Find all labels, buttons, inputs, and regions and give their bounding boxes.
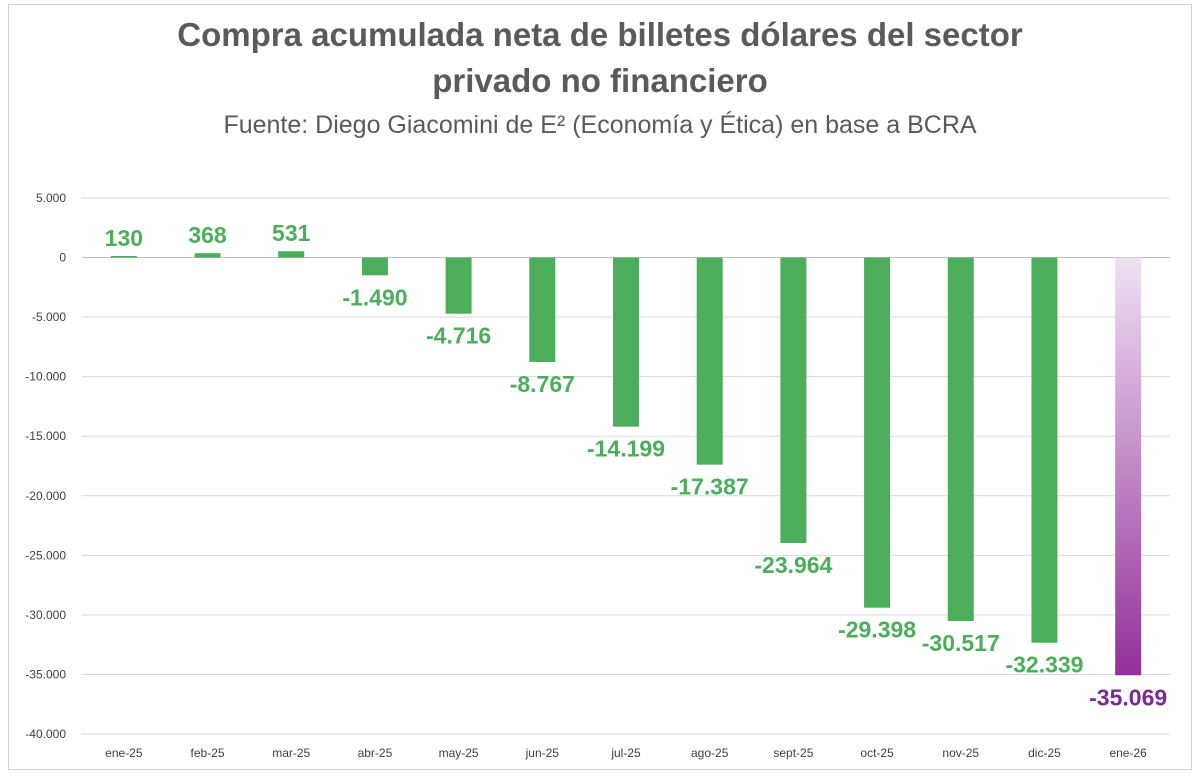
- x-tick-label: ene-25: [105, 746, 143, 760]
- bar-sept-25: [780, 257, 807, 543]
- y-tick-label: -30.000: [25, 608, 66, 622]
- data-label: 368: [188, 222, 227, 248]
- bar-jul-25: [613, 257, 639, 427]
- x-tick-label: ene-26: [1109, 746, 1147, 760]
- x-tick-label: nov-25: [942, 746, 979, 760]
- data-label: -14.199: [587, 436, 665, 462]
- y-tick-label: -20.000: [25, 489, 66, 503]
- x-axis-tick-labels: ene-25 feb-25 mar-25 abr-25 may-25 jun-25 jul-…: [105, 746, 1147, 760]
- chart-title-line-2: privado no financiero: [432, 62, 768, 99]
- y-tick-label: -10.000: [25, 370, 66, 384]
- bars: [110, 251, 1142, 676]
- data-labels: 130 368 531 -1.490 -4.716 -8.767 -14.199-17.38…: [105, 220, 1168, 710]
- x-tick-label: may-25: [439, 746, 479, 760]
- x-tick-label: feb-25: [191, 746, 225, 760]
- y-tick-label: 0: [59, 251, 66, 265]
- data-label: -30.517: [922, 630, 1000, 656]
- x-tick-label: abr-25: [358, 746, 393, 760]
- data-label: -8.767: [510, 371, 575, 397]
- y-tick-label: -15.000: [25, 429, 66, 443]
- x-tick-label: sept-25: [773, 746, 813, 760]
- bar-mar-25: [278, 251, 305, 258]
- bar-may-25: [445, 257, 472, 314]
- bar-dic-25: [1031, 257, 1058, 643]
- data-label: -29.398: [838, 617, 916, 643]
- x-tick-label: dic-25: [1028, 746, 1061, 760]
- chart-title: Compra acumulada neta de billetes dólare…: [0, 12, 1200, 104]
- y-tick-label: -35.000: [25, 667, 66, 681]
- x-tick-label: jul-25: [610, 746, 641, 760]
- bar-ago-25: [696, 257, 723, 465]
- chart-title-line-1: Compra acumulada neta de billetes dólare…: [177, 16, 1023, 53]
- x-tick-label: jun-25: [525, 746, 560, 760]
- x-tick-label: mar-25: [272, 746, 310, 760]
- bar-oct-25: [864, 257, 891, 608]
- bar-jun-25: [529, 257, 556, 362]
- data-label: 531: [272, 220, 311, 246]
- y-axis-tick-labels: 5.000 0 -5.000 -10.000 -15.000 -20.000 -25.000…: [25, 191, 66, 741]
- chart-frame: [8, 4, 1192, 770]
- data-label: -35.069: [1089, 684, 1167, 710]
- data-label: -17.387: [671, 474, 749, 500]
- bar-abr-25: [361, 257, 388, 276]
- gridlines: [82, 197, 1170, 735]
- data-label: -32.339: [1005, 652, 1083, 678]
- data-label: -23.964: [754, 552, 832, 578]
- data-label: -1.490: [342, 284, 407, 310]
- bar-nov-25: [947, 257, 974, 622]
- y-tick-label: -5.000: [32, 310, 66, 324]
- bar-feb-25: [194, 253, 221, 258]
- y-tick-label: -25.000: [25, 548, 66, 562]
- data-label: -4.716: [426, 323, 491, 349]
- y-tick-label: -40.000: [25, 727, 66, 741]
- x-tick-label: oct-25: [860, 746, 894, 760]
- x-tick-label: ago-25: [691, 746, 729, 760]
- data-label: 130: [105, 225, 143, 251]
- bar-ene-26: [1115, 257, 1142, 676]
- bar-ene-25: [110, 256, 137, 258]
- y-tick-label: 5.000: [36, 191, 66, 205]
- chart-subtitle: Fuente: Diego Giacomini de E² (Economía …: [223, 111, 977, 139]
